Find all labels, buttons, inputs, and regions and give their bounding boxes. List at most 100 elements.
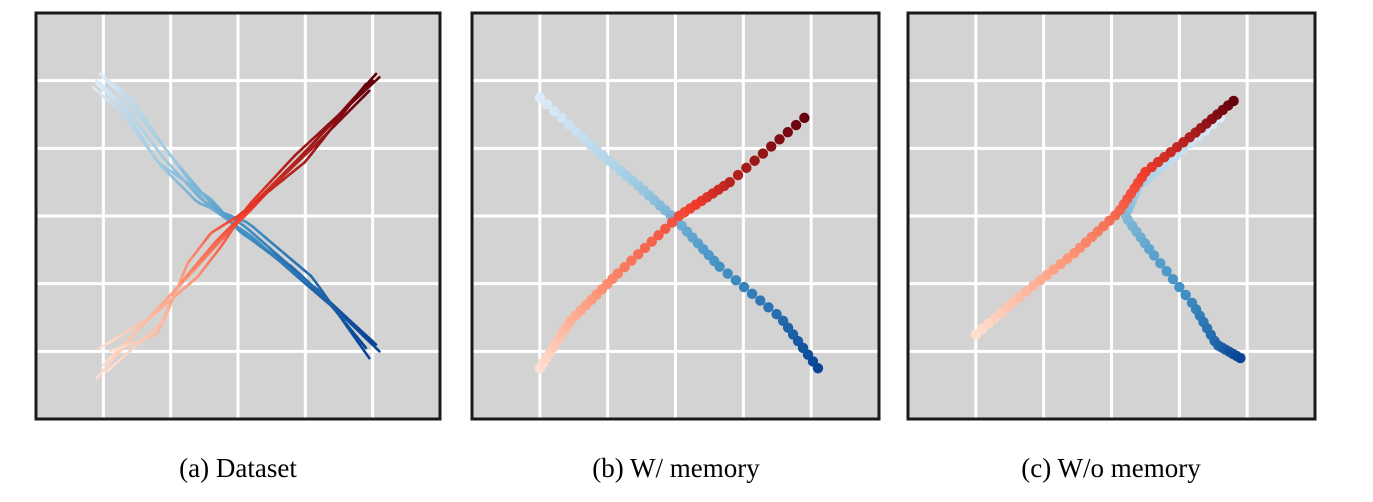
trajectory-segment [282, 172, 292, 181]
trajectory-point [549, 105, 560, 117]
trajectory-segment [317, 127, 328, 139]
trajectory-segment [344, 107, 354, 116]
trajectory-point [541, 99, 553, 110]
trajectory-segment [296, 161, 306, 170]
plot-frame [34, 11, 442, 421]
trajectory-segment [254, 194, 265, 203]
plot-frame [906, 11, 1317, 421]
trajectory-point [556, 112, 567, 124]
trajectory-segment [356, 95, 365, 104]
trajectory-segment [291, 269, 303, 279]
trajectory-segment [350, 332, 359, 343]
trajectory-point [766, 141, 777, 152]
trajectory-segment [338, 112, 348, 122]
trajectory-segment [362, 348, 371, 360]
trajectory-segment [280, 168, 291, 179]
trajectory-point [790, 119, 802, 131]
trajectory-point [660, 223, 671, 234]
trajectory-segment [350, 101, 359, 110]
trajectory-segment [321, 290, 330, 302]
trajectory-point [757, 148, 769, 159]
trajectory-segment [241, 205, 251, 214]
trajectory-point [774, 134, 785, 145]
trajectory-point [653, 229, 664, 241]
trajectory-segment [283, 263, 295, 273]
trajectory-point [738, 281, 750, 293]
trajectory-segment [251, 225, 261, 234]
trajectory-segment [250, 238, 262, 248]
trajectory-point [666, 217, 678, 228]
trajectory-segment [318, 123, 330, 134]
trajectory-point [578, 132, 589, 144]
plot-frame [470, 11, 881, 421]
trajectory-segment [290, 258, 300, 267]
trajectory-point [570, 126, 582, 137]
trajectory-segment [275, 257, 286, 266]
trajectory-segment [350, 322, 361, 331]
trajectory-point [732, 169, 744, 181]
trajectory-segment [316, 288, 325, 297]
trajectory-segment [289, 166, 299, 176]
trajectory-segment [339, 106, 349, 118]
trajectory-segment [352, 90, 362, 102]
trajectory-point [1235, 352, 1246, 364]
trajectory-segment [302, 148, 313, 158]
trajectory-segment [302, 153, 312, 165]
trajectory-segment [303, 281, 313, 290]
trajectory-segment [316, 293, 327, 302]
trajectory-segment [315, 136, 325, 145]
trajectory-point [1148, 250, 1160, 261]
trajectory-segment [235, 227, 245, 235]
trajectory-point [534, 92, 546, 103]
trajectory-point [639, 242, 651, 254]
trajectory-point [782, 126, 794, 138]
trajectory-segment [277, 247, 287, 256]
trajectory-segment [367, 72, 378, 84]
trajectory-segment [309, 131, 321, 142]
trajectory-segment [331, 303, 344, 315]
trajectory-segment [361, 334, 373, 345]
trajectory-segment [295, 155, 305, 165]
trajectory-point [714, 261, 725, 272]
trajectory-point [1228, 95, 1239, 107]
trajectory-point [749, 155, 760, 166]
trajectory-segment [327, 122, 337, 133]
trajectory-segment [353, 326, 365, 337]
trajectory-segment [357, 328, 368, 337]
trajectory-segment [356, 340, 365, 352]
trajectory-segment [333, 114, 343, 125]
trajectory-segment [296, 263, 306, 272]
trajectory-segment [248, 200, 258, 209]
panel-with-memory [470, 11, 881, 421]
trajectory-segment [369, 342, 381, 353]
trajectory-point [1180, 289, 1191, 301]
trajectory-segment [364, 334, 374, 343]
trajectory-point [812, 363, 824, 374]
trajectory-point [612, 268, 624, 279]
trajectory-segment [310, 135, 320, 147]
trajectory-segment [292, 157, 301, 166]
trajectory-point [1161, 266, 1172, 277]
trajectory-point [563, 119, 574, 130]
trajectory-point [1174, 281, 1185, 293]
trajectory-segment [258, 244, 270, 254]
trajectory-point [746, 288, 758, 300]
trajectory-segment [326, 115, 338, 127]
trajectory-segment [343, 316, 354, 325]
trajectory-segment [257, 230, 267, 239]
trajectory-segment [268, 183, 279, 192]
trajectory-segment [346, 98, 355, 110]
trajectory-point [771, 308, 782, 320]
trajectory-segment [358, 82, 368, 94]
trajectory-point [722, 268, 733, 279]
trajectory-segment [299, 275, 311, 285]
trajectory-segment [297, 151, 306, 160]
trajectory-segment [309, 146, 318, 157]
caption-without-memory: (c) W/o memory [1021, 453, 1201, 483]
trajectory-segment [315, 282, 325, 294]
trajectory-point [741, 162, 752, 174]
trajectory-segment [360, 83, 373, 95]
panel-dataset [34, 11, 442, 421]
trajectory-segment [275, 177, 285, 187]
